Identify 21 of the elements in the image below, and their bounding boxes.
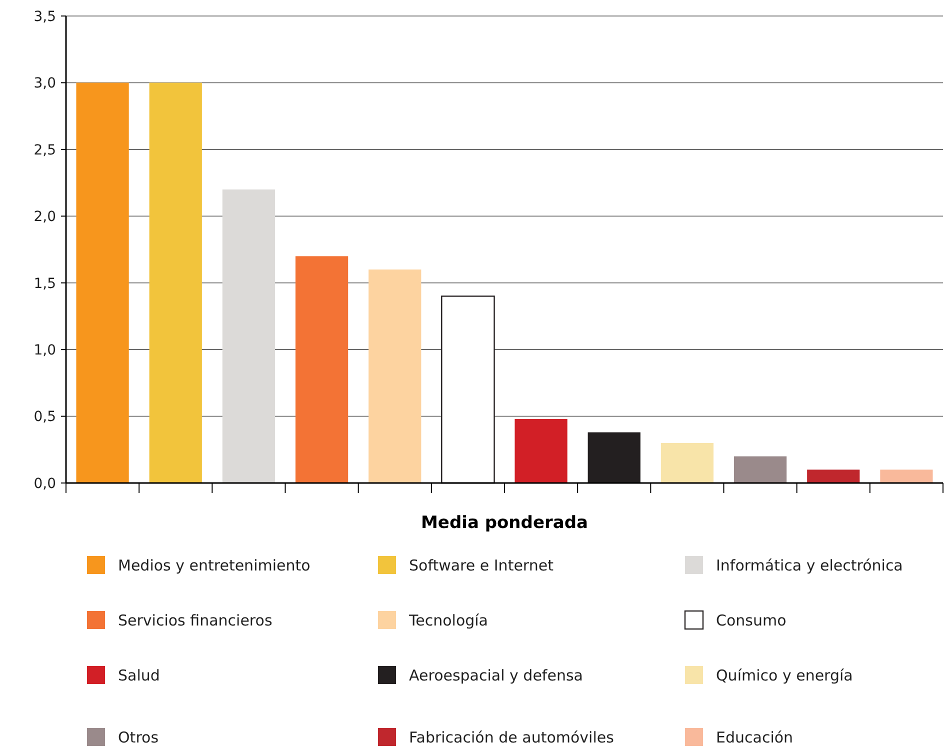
y-tick-label: 3,5	[34, 8, 56, 25]
y-tick-label: 1,5	[34, 276, 56, 292]
legend-label: Aeroespacial y defensa	[409, 666, 583, 684]
y-tick-label: 0,0	[34, 476, 56, 492]
legend-label: Educación	[716, 728, 794, 746]
legend-label: Servicios financieros	[118, 611, 272, 630]
legend-label: Químico y energía	[716, 666, 853, 684]
legend-label: Software e Internet	[409, 556, 554, 574]
y-tick-label: 2,0	[34, 209, 56, 226]
y-tick-label: 3,0	[34, 76, 56, 92]
legend-label: Tecnología	[408, 611, 488, 630]
legend-label: Medios y entretenimiento	[118, 556, 310, 574]
legend-label: Salud	[118, 666, 160, 684]
y-tick-label: 2,5	[34, 142, 56, 158]
y-tick-label: 1,0	[34, 342, 56, 358]
legend-label: Informática y electrónica	[716, 556, 903, 574]
legend-label: Consumo	[716, 611, 786, 630]
legend-label: Otros	[118, 728, 159, 746]
legend-label: Fabricación de automóviles	[409, 728, 614, 746]
x-axis-title: Media ponderada	[421, 513, 588, 533]
y-tick-label: 0,5	[34, 409, 56, 426]
